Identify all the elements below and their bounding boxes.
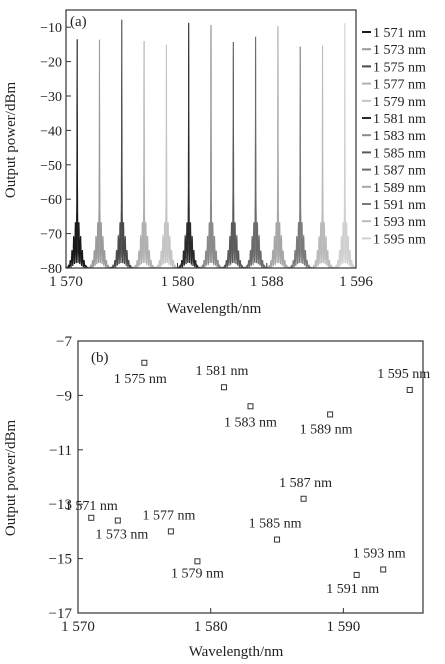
- b-point-label: 1 585 nm: [249, 517, 302, 532]
- a-spectrum-line: [330, 23, 356, 268]
- a-spectrum-line: [66, 39, 92, 268]
- b-point-label: 1 577 nm: [142, 508, 195, 523]
- b-point-label: 1 575 nm: [114, 372, 167, 387]
- a-legend-item: 1 575 nm: [373, 60, 426, 75]
- a-spectrum-line: [263, 26, 293, 268]
- b-xtick-label: 1 580: [194, 619, 228, 635]
- a-series-group: [66, 19, 356, 268]
- b-point-label: 1 581 nm: [196, 364, 249, 379]
- b-data-point: [274, 536, 281, 543]
- b-x-axis: 1 570 1 580 1 590: [61, 608, 360, 635]
- b-ytick-label: −9: [56, 388, 72, 404]
- b-xtick-label: 1 590: [327, 619, 361, 635]
- b-y-axis: −7 −9 −11 −13 −15 −17: [49, 334, 83, 622]
- b-point-label: 1 593 nm: [353, 546, 406, 561]
- a-spectrum-line: [84, 39, 115, 268]
- a-legend-item: 1 583 nm: [373, 129, 426, 144]
- a-legend-item: 1 589 nm: [373, 181, 426, 196]
- a-panel-label: (a): [70, 14, 87, 30]
- b-point-label: 1 595 nm: [377, 367, 430, 382]
- b-ytick-label: −13: [49, 497, 72, 513]
- b-point-label: 1 589 nm: [300, 422, 353, 437]
- a-legend-item: 1 571 nm: [373, 26, 426, 41]
- a-spectrum-line: [151, 44, 182, 268]
- b-point-label: 1 573 nm: [95, 528, 148, 543]
- b-data-point: [141, 359, 148, 366]
- b-point-label: 1 579 nm: [171, 566, 224, 581]
- a-legend-item: 1 595 nm: [373, 232, 426, 247]
- b-xlabel: Wavelength/nm: [189, 644, 284, 660]
- a-xtick-label: 1 588: [250, 274, 284, 290]
- b-point-label: 1 583 nm: [224, 415, 277, 430]
- b-data-point: [167, 528, 174, 535]
- b-data-point: [88, 514, 95, 521]
- b-data-point: [247, 403, 254, 410]
- a-ytick-label: −70: [40, 228, 62, 243]
- a-xtick-label: 1 580: [161, 274, 195, 290]
- b-point-label: 1 587 nm: [279, 476, 332, 491]
- a-ytick-label: −80: [40, 262, 62, 277]
- b-data-point: [353, 571, 360, 578]
- b-ytick-label: −17: [49, 606, 73, 622]
- b-ylabel: Output power/dBm: [3, 420, 19, 537]
- a-legend-item: 1 587 nm: [373, 164, 426, 179]
- a-spectrum-line: [174, 22, 204, 268]
- a-xlabel: Wavelength/nm: [167, 301, 262, 317]
- a-legend-item: 1 581 nm: [373, 112, 426, 127]
- a-spectrum-line: [218, 41, 248, 268]
- a-legend-item: 1 573 nm: [373, 43, 426, 58]
- b-ytick-label: −11: [49, 443, 72, 459]
- b-data-point: [300, 495, 307, 502]
- a-legend-item: 1 579 nm: [373, 95, 426, 110]
- panel-a: −10 −20 −30 −40 −50 −60 −70 −80 1 570 1 580 1 588…: [3, 9, 426, 317]
- b-data-point: [220, 384, 227, 391]
- a-legend-item: 1 585 nm: [373, 146, 426, 161]
- a-spectrum-line: [240, 36, 271, 268]
- b-points: 1 571 nm 1 573 nm 1 575 nm 1 577 nm 1 579 nm…: [65, 359, 430, 597]
- a-x-axis: 1 570 1 580 1 588 1 596: [49, 263, 373, 290]
- a-y-axis: −10 −20 −30 −40 −50 −60 −70 −80: [40, 21, 71, 277]
- a-plot-frame: [65, 9, 357, 269]
- b-ytick-label: −7: [56, 334, 72, 350]
- b-data-point: [114, 517, 121, 524]
- a-ytick-label: −50: [40, 159, 62, 174]
- b-point-label: 1 591 nm: [326, 582, 379, 597]
- a-legend-item: 1 577 nm: [373, 78, 426, 93]
- panel-b: −7 −9 −11 −13 −15 −17 1 570 1 580 1 590 1 571 n…: [3, 334, 430, 660]
- a-spectrum-line: [285, 46, 315, 268]
- a-spectrum-line: [196, 25, 226, 268]
- a-legend-item: 1 593 nm: [373, 215, 426, 230]
- b-panel-label: (b): [91, 350, 109, 366]
- b-data-point: [380, 566, 387, 573]
- a-ytick-label: −40: [40, 124, 62, 139]
- a-spectrum-line: [307, 45, 338, 268]
- b-point-label: 1 571 nm: [65, 499, 118, 514]
- a-ytick-label: −10: [40, 21, 62, 36]
- a-xtick-label: 1 596: [339, 274, 373, 290]
- b-xtick-label: 1 570: [61, 619, 95, 635]
- b-data-point: [194, 558, 201, 565]
- a-xtick-label: 1 570: [49, 274, 83, 290]
- a-spectrum-line: [107, 19, 137, 268]
- b-data-point: [327, 411, 334, 418]
- b-ytick-label: −15: [49, 552, 72, 568]
- a-ytick-label: −20: [40, 56, 62, 71]
- a-ytick-label: −30: [40, 90, 62, 105]
- a-legend-item: 1 591 nm: [373, 198, 426, 213]
- a-ylabel: Output power/dBm: [3, 82, 19, 199]
- b-data-point: [406, 386, 413, 393]
- a-ytick-label: −60: [40, 193, 62, 208]
- a-legend: 1 571 nm 1 573 nm 1 575 nm 1 577 nm 1 579 nm…: [362, 26, 426, 247]
- a-spectrum-line: [129, 40, 159, 268]
- b-plot-frame: [77, 340, 424, 614]
